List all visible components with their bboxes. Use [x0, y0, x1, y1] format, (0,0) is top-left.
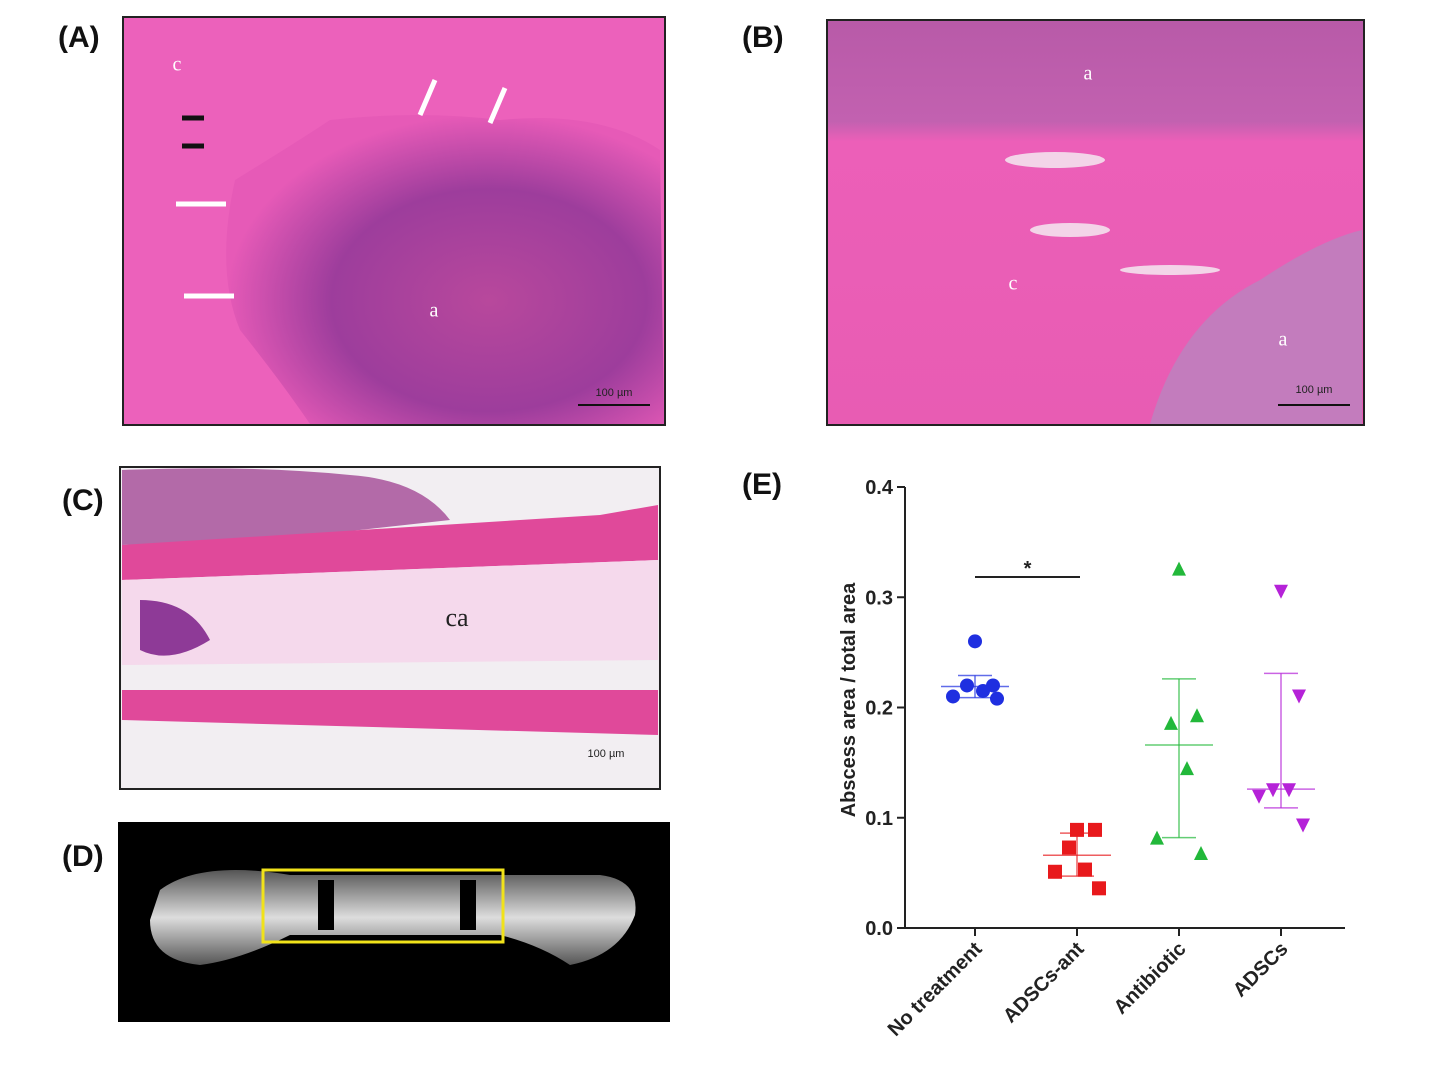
x-tick-label: No treatment [884, 938, 987, 1041]
annotation: a [430, 300, 439, 322]
micrograph-c [119, 466, 661, 790]
panel-label: (E) [742, 468, 782, 501]
annotation: c [1009, 273, 1018, 295]
data-point [1292, 689, 1306, 704]
data-point [946, 689, 960, 704]
data-point [1274, 584, 1288, 599]
significance-label: * [1024, 558, 1032, 580]
annotation: a [1084, 63, 1093, 85]
data-point [990, 691, 1004, 706]
data-point [968, 634, 982, 649]
data-point [1282, 783, 1296, 798]
data-point [1172, 561, 1186, 576]
y-tick-label: 0.2 [865, 698, 893, 720]
panel-label: (A) [58, 21, 100, 54]
annotation: ca [445, 603, 469, 632]
data-point [1078, 862, 1092, 877]
data-point [1088, 822, 1102, 837]
data-point [1252, 789, 1266, 804]
data-point [1194, 846, 1208, 861]
scale-bar-label: 100 µm [596, 387, 633, 399]
data-point [976, 683, 990, 698]
x-tick-label: ADSCs-ant [999, 938, 1089, 1028]
micrograph-a [122, 16, 666, 426]
data-point [1070, 822, 1084, 837]
data-point [1048, 864, 1062, 879]
y-axis-title: Abscess area / total area [838, 582, 860, 817]
data-point [1092, 881, 1106, 896]
data-point [1190, 708, 1204, 723]
data-point [1266, 783, 1280, 798]
annotation: c [173, 54, 182, 76]
data-point [1164, 715, 1178, 730]
scale-bar-label: 100 µm [1296, 384, 1333, 396]
annotation: a [1279, 329, 1288, 351]
panel-label: (D) [62, 840, 104, 873]
data-point [1296, 818, 1310, 833]
data-point [1150, 830, 1164, 845]
micrograph-b [826, 19, 1365, 426]
y-tick-label: 0.3 [865, 587, 893, 609]
data-point [1062, 840, 1076, 855]
scale-bar-label: 100 µm [588, 748, 625, 760]
ct-image-d [118, 822, 670, 1022]
x-tick-label: Antibiotic [1110, 938, 1191, 1019]
panel-label: (B) [742, 21, 784, 54]
x-tick-label: ADSCs [1229, 938, 1292, 1001]
panel-label: (C) [62, 484, 104, 517]
data-point [1180, 761, 1194, 776]
y-tick-label: 0.1 [865, 808, 893, 830]
y-tick-label: 0.0 [865, 918, 893, 940]
y-tick-label: 0.4 [865, 477, 894, 499]
data-point [960, 678, 974, 693]
